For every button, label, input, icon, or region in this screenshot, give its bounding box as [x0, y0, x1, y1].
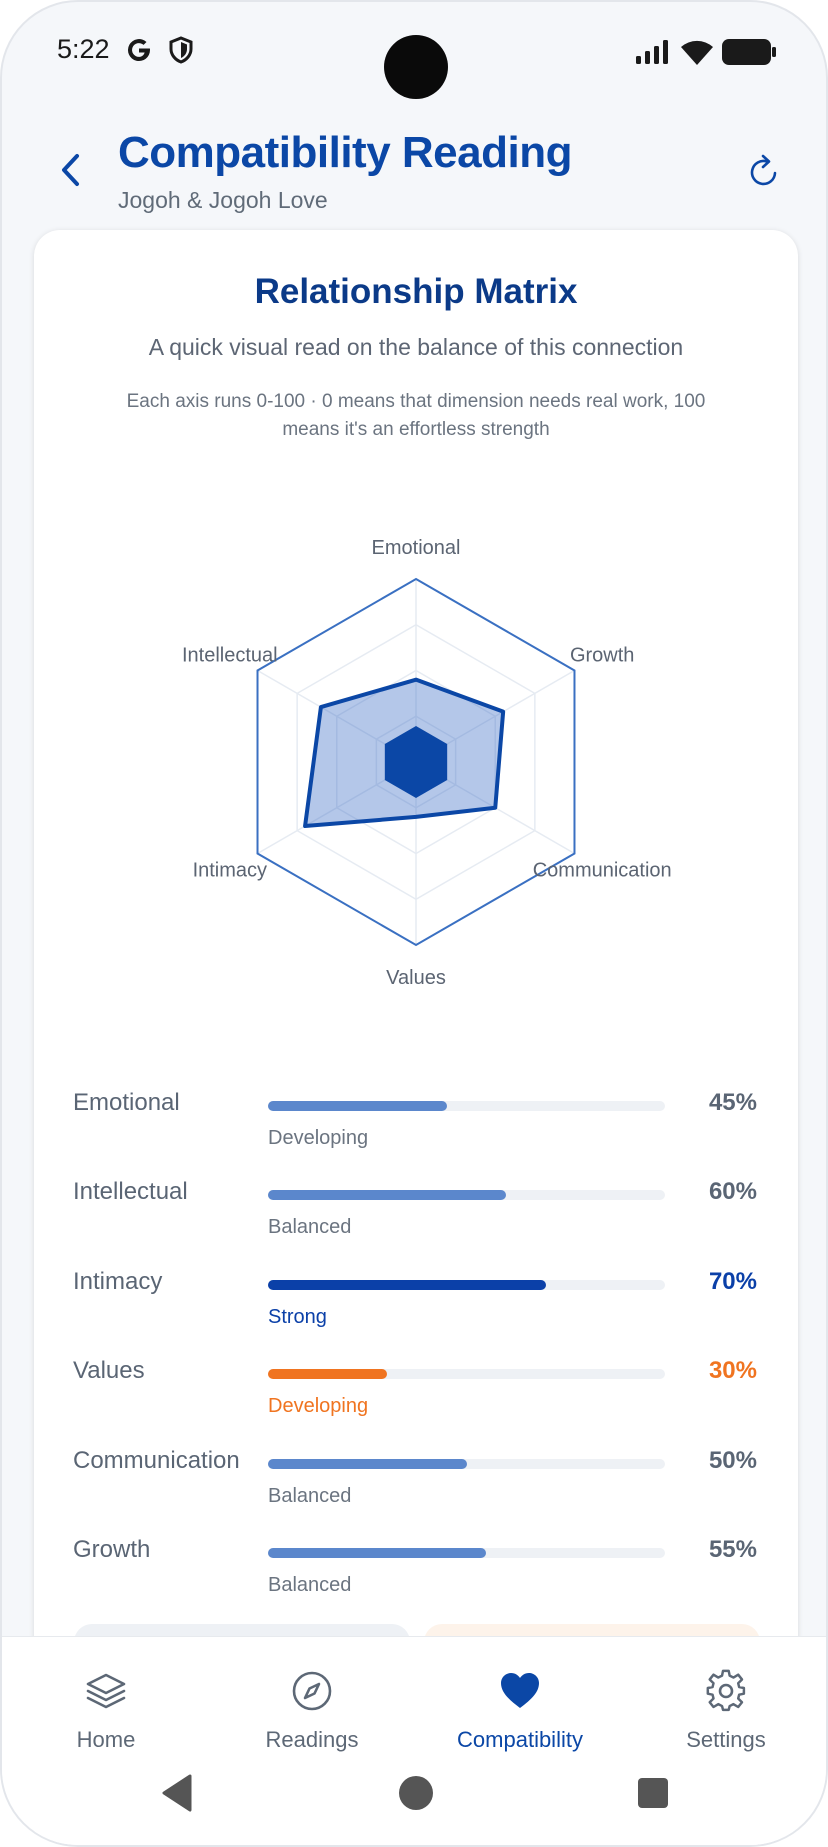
score-percent: 45% [708, 1089, 757, 1116]
radar-axis-label-emotional: Emotional [372, 537, 461, 559]
score-label: Communication [73, 1446, 240, 1474]
score-label: Values [73, 1357, 145, 1385]
heart-icon [501, 1673, 539, 1708]
page-title: Compatibility Reading [118, 128, 572, 177]
wifi-icon [681, 40, 713, 65]
score-row-intimacy: Intimacy Strong 70% [2, 1267, 826, 1348]
score-bar-fill [268, 1458, 467, 1469]
nav-label-readings: Readings [265, 1727, 359, 1752]
score-bar-fill [268, 1101, 447, 1111]
score-label: Growth [73, 1536, 151, 1563]
layers-icon [86, 1673, 126, 1709]
score-bar-fill [268, 1190, 507, 1201]
score-bar-track [268, 1458, 665, 1469]
gear-icon [706, 1669, 746, 1712]
radar-axis-label-values: Values [386, 967, 446, 989]
battery-icon [722, 39, 776, 65]
score-status: Balanced [268, 1216, 352, 1239]
score-row-growth: Growth Balanced 55% [2, 1536, 826, 1616]
score-bar-track [268, 1190, 665, 1201]
matrix-title: Relationship Matrix [254, 272, 578, 311]
radar-axis-label-intimacy: Intimacy [193, 860, 267, 882]
system-back-icon[interactable] [160, 1774, 194, 1812]
system-recents-button[interactable] [638, 1778, 668, 1808]
score-percent: 30% [708, 1357, 757, 1385]
nav-label-home: Home [76, 1727, 136, 1752]
score-status: Developing [268, 1127, 369, 1149]
nav-item-readings[interactable]: Readings [212, 1669, 412, 1753]
score-label: Intellectual [73, 1178, 188, 1206]
score-bar-fill [268, 1279, 546, 1290]
system-nav-bar [2, 1774, 826, 1830]
page-subtitle: Jogoh & Jogoh Love [118, 187, 328, 213]
nav-item-settings[interactable]: Settings [626, 1669, 826, 1753]
score-bar-fill [268, 1548, 487, 1558]
score-row-intellectual: Intellectual Balanced 60% [2, 1178, 826, 1258]
score-status: Developing [268, 1395, 369, 1418]
radar-axis-label-intellectual: Intellectual [182, 645, 278, 667]
back-button[interactable] [52, 147, 88, 193]
radar-outer-ring [256, 577, 576, 947]
signal-icon [636, 40, 668, 64]
refresh-icon [750, 154, 777, 186]
score-percent: 70% [708, 1267, 757, 1295]
status-time: 5:22 [57, 34, 110, 64]
nav-item-home[interactable]: Home [6, 1669, 206, 1753]
nav-label-settings: Settings [686, 1727, 766, 1752]
score-status: Balanced [268, 1574, 352, 1596]
chevron-left-icon [62, 154, 79, 186]
score-label: Intimacy [73, 1267, 163, 1295]
score-row-emotional: Emotional Developing 45% [2, 1089, 826, 1169]
score-status: Strong [268, 1305, 327, 1328]
score-percent: 60% [708, 1178, 757, 1206]
compass-icon [292, 1671, 332, 1711]
front-camera [384, 35, 448, 99]
score-percent: 55% [708, 1536, 757, 1563]
score-row-communication: Communication Balanced 50% [2, 1446, 826, 1527]
radar-center-hexagon [384, 726, 448, 798]
refresh-button[interactable] [746, 151, 782, 191]
matrix-card [34, 230, 798, 1845]
score-bar-track [268, 1101, 665, 1111]
bottom-nav: Home Readings Compatibility Settings [2, 1636, 826, 1845]
score-label: Emotional [73, 1089, 180, 1116]
matrix-subtitle: A quick visual read on the balance of th… [148, 334, 684, 360]
nav-item-compatibility[interactable]: Compatibility [420, 1669, 620, 1753]
shield-icon [169, 36, 193, 64]
score-status: Balanced [268, 1484, 352, 1507]
status-bar: 5:22 [2, 2, 826, 102]
score-bar-fill [268, 1369, 388, 1380]
system-home-button[interactable] [399, 1776, 433, 1810]
score-row-values: Values Developing 30% [2, 1357, 826, 1437]
nav-label-compatibility: Compatibility [457, 1727, 583, 1752]
radar-chart: Emotional Growth Communication Values Intima… [182, 537, 672, 989]
google-g-icon [128, 39, 151, 62]
radar-axis-label-growth: Growth [570, 645, 634, 667]
score-percent: 50% [708, 1446, 757, 1474]
score-bar-track [268, 1548, 665, 1558]
matrix-note: Each axis runs 0-100 · 0 means that dime… [126, 391, 706, 440]
score-bar-track [268, 1279, 665, 1290]
score-bar-track [268, 1369, 665, 1380]
radar-axis-label-communication: Communication [533, 860, 672, 882]
